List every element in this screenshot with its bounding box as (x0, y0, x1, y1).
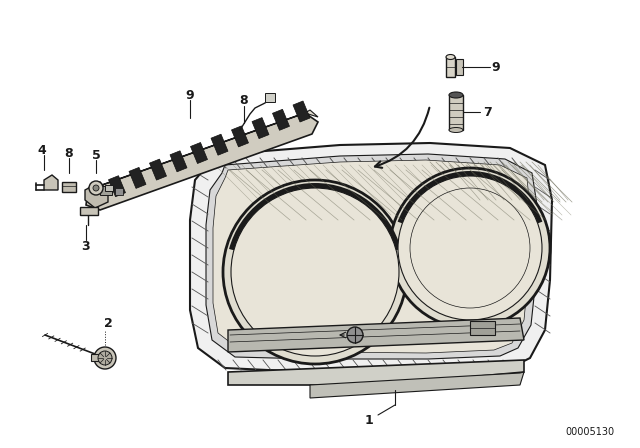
Polygon shape (88, 184, 105, 205)
Polygon shape (293, 101, 310, 122)
Text: 7: 7 (483, 105, 492, 119)
Bar (105, 185, 113, 191)
Polygon shape (88, 110, 318, 190)
FancyArrowPatch shape (375, 108, 429, 168)
Bar (91, 354, 101, 361)
Polygon shape (170, 151, 187, 172)
Polygon shape (190, 143, 552, 372)
Circle shape (347, 327, 363, 343)
Circle shape (89, 181, 103, 195)
Text: 3: 3 (82, 240, 90, 253)
Circle shape (93, 185, 99, 191)
Bar (80, 207, 98, 215)
Text: 8: 8 (65, 146, 74, 159)
Bar (470, 321, 495, 335)
Text: 4: 4 (38, 143, 46, 156)
Polygon shape (232, 126, 248, 147)
Text: 1: 1 (364, 414, 373, 426)
Polygon shape (228, 360, 524, 385)
Circle shape (231, 188, 399, 356)
Polygon shape (150, 159, 166, 180)
Polygon shape (310, 372, 524, 398)
Text: 2: 2 (104, 316, 113, 329)
Wedge shape (229, 183, 401, 272)
Polygon shape (85, 182, 108, 208)
Bar (62, 182, 76, 192)
Text: 5: 5 (92, 148, 100, 161)
Wedge shape (397, 171, 542, 248)
Circle shape (94, 347, 116, 369)
Bar (446, 57, 455, 77)
Polygon shape (44, 175, 58, 190)
Ellipse shape (446, 55, 455, 60)
Text: 00005130: 00005130 (565, 427, 614, 437)
Text: 9: 9 (492, 60, 500, 73)
Text: 9: 9 (186, 89, 195, 102)
Ellipse shape (449, 92, 463, 98)
Bar (115, 188, 123, 195)
Circle shape (223, 180, 407, 364)
Bar (449, 95, 463, 130)
Bar (456, 59, 463, 75)
Circle shape (390, 168, 550, 328)
Text: 8: 8 (240, 94, 248, 107)
Circle shape (98, 351, 112, 365)
Polygon shape (273, 109, 289, 130)
Polygon shape (228, 318, 524, 352)
Polygon shape (129, 168, 146, 189)
Circle shape (398, 176, 542, 320)
Bar (100, 186, 112, 195)
Polygon shape (86, 113, 318, 210)
Polygon shape (252, 118, 269, 138)
Polygon shape (206, 154, 537, 359)
Ellipse shape (449, 128, 463, 133)
Polygon shape (211, 134, 228, 155)
Polygon shape (191, 142, 207, 164)
Polygon shape (213, 160, 530, 353)
Polygon shape (109, 176, 125, 197)
Bar (265, 93, 275, 102)
